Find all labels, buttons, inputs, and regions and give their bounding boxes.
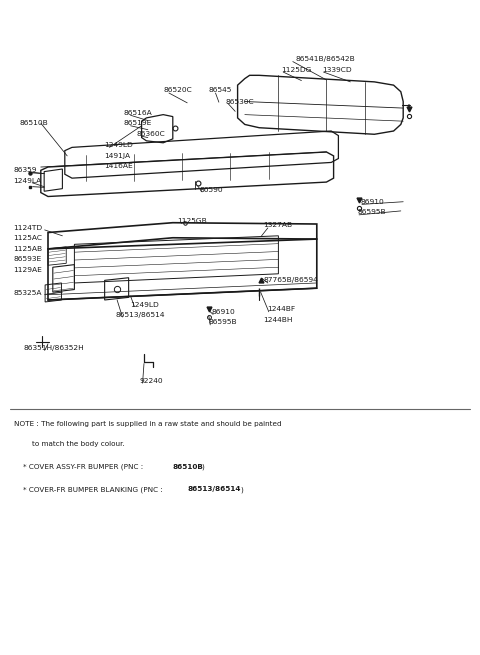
Text: 86510B: 86510B (173, 464, 204, 470)
Text: 1129AE: 1129AE (13, 267, 42, 273)
Text: 86530C: 86530C (226, 98, 254, 105)
Text: 86360C: 86360C (137, 131, 166, 138)
Text: 92240: 92240 (139, 378, 163, 384)
Text: 1491JA: 1491JA (105, 153, 131, 159)
Text: * COVER-FR BUMPER BLANKING (PNC :: * COVER-FR BUMPER BLANKING (PNC : (14, 486, 166, 493)
Text: 1124TD: 1124TD (13, 225, 43, 231)
Text: 87765B/86594: 87765B/86594 (263, 277, 318, 284)
Text: 1125DG: 1125DG (281, 67, 311, 73)
Text: 86516A: 86516A (124, 109, 153, 116)
Text: ): ) (240, 486, 243, 493)
Text: 1416AE: 1416AE (105, 163, 133, 170)
Text: 86510B: 86510B (19, 120, 48, 126)
Text: to match the body colour.: to match the body colour. (14, 441, 125, 447)
Text: 86541B/86542B: 86541B/86542B (295, 56, 355, 62)
Text: 1244BH: 1244BH (263, 316, 292, 323)
Text: 1125GB: 1125GB (178, 218, 207, 225)
Text: 86593E: 86593E (13, 256, 42, 263)
Text: 86520C: 86520C (163, 87, 192, 94)
Text: 1249LA: 1249LA (13, 178, 42, 184)
Text: NOTE : The following part is supplied in a raw state and should be painted: NOTE : The following part is supplied in… (14, 421, 282, 426)
Text: 86595B: 86595B (208, 319, 237, 326)
Text: 86513/86514: 86513/86514 (187, 486, 240, 492)
Text: 86545: 86545 (209, 87, 232, 94)
Text: 1249LD: 1249LD (105, 142, 133, 149)
Text: 86359: 86359 (13, 167, 37, 174)
Text: * COVER ASSY-FR BUMPER (PNC :: * COVER ASSY-FR BUMPER (PNC : (14, 464, 146, 470)
Text: 86910: 86910 (211, 309, 235, 315)
Text: 1339CD: 1339CD (323, 67, 352, 73)
Text: 1249LD: 1249LD (131, 301, 159, 308)
Text: 86595B: 86595B (358, 209, 386, 215)
Text: 85325A: 85325A (13, 290, 42, 296)
Text: 86590: 86590 (199, 187, 223, 193)
Text: 86910: 86910 (361, 198, 384, 205)
Text: 1327AB: 1327AB (263, 222, 292, 229)
Text: 86519E: 86519E (124, 120, 152, 126)
Text: 1244BF: 1244BF (267, 306, 295, 312)
Text: 1125AB: 1125AB (13, 246, 43, 252)
Text: 1125AC: 1125AC (13, 235, 42, 242)
Text: 86513/86514: 86513/86514 (115, 312, 165, 318)
Text: ): ) (202, 464, 204, 470)
Text: 86351H/86352H: 86351H/86352H (23, 345, 84, 352)
